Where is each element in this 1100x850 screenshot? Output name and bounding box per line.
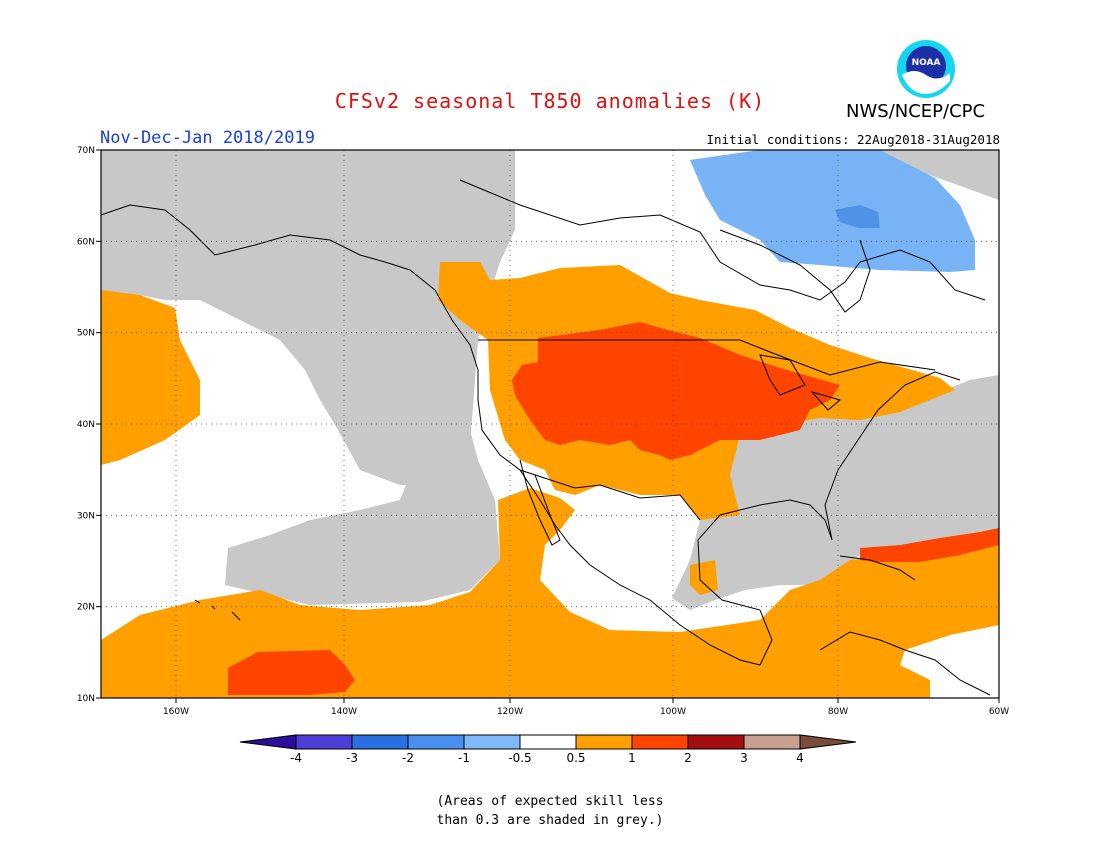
colorbar-swatch — [743, 734, 801, 750]
axis-labels: 70N 60N 50N 40N 30N 20N 10N 160W 140W 120W 100W 80W… — [77, 146, 1009, 717]
red-hawaii — [228, 650, 355, 695]
colorbar-tick-label: -3 — [346, 751, 358, 765]
lat-tick-label: 20N — [77, 603, 95, 613]
coast-alaska — [100, 204, 436, 291]
colorbar-tick-label: -0.5 — [508, 751, 531, 765]
map-frame — [100, 149, 1000, 699]
lat-tick-label: 70N — [77, 146, 95, 156]
colorbar-swatch — [575, 734, 633, 750]
coast-cuba — [839, 555, 916, 581]
anomaly-map: 70N 60N 50N 40N 30N 20N 10N 160W 140W 120W 100W 80W… — [77, 146, 1009, 717]
orange-west-pacific-north — [101, 290, 200, 465]
colorbar-swatch — [295, 734, 353, 750]
colorbar-arrow-left — [239, 734, 297, 750]
coast-west-north-america — [434, 289, 761, 666]
lon-tick-label: 100W — [660, 707, 686, 717]
coast-gulf-atlantic — [697, 371, 961, 666]
lat-tick-label: 50N — [77, 329, 95, 339]
border-us-canada — [478, 339, 936, 376]
lat-tick-label: 60N — [77, 237, 95, 247]
coastline-layer — [100, 179, 991, 696]
colorbar-swatch — [407, 734, 465, 750]
caption: (Areas of expected skill less than 0.3 a… — [0, 792, 1100, 830]
colorbar-tick-label: 4 — [796, 751, 804, 765]
caption-line-2: than 0.3 are shaded in grey.) — [436, 813, 664, 828]
lon-tick-label: 120W — [497, 707, 523, 717]
colorbar-swatch — [463, 734, 521, 750]
lon-tick-label: 60W — [989, 707, 1009, 717]
colorbar-tick-label: -4 — [290, 751, 302, 765]
colorbar-arrow-right — [799, 734, 857, 750]
lon-tick-label: 160W — [163, 707, 189, 717]
border-us-mexico — [519, 469, 701, 521]
colorbar: -4 -3 -2 -1 -0.5 0.5 1 2 3 4 — [239, 734, 857, 765]
red-central-us — [512, 322, 840, 460]
colorbar-swatch — [631, 734, 689, 750]
lat-tick-label: 10N — [77, 694, 95, 704]
colorbar-tick-label: 2 — [684, 751, 692, 765]
orange-gulf-patch — [690, 560, 718, 595]
hawaii-islands — [194, 599, 241, 621]
season-period-label: Nov-Dec-Jan 2018/2019 — [100, 128, 315, 148]
red-caribbean — [860, 528, 999, 562]
lat-tick-label: 30N — [77, 511, 95, 521]
colorbar-swatch — [519, 734, 577, 750]
colorbar-swatch — [351, 734, 409, 750]
noaa-logo: NOAA — [897, 40, 955, 98]
coast-arctic-canada — [459, 179, 986, 301]
initial-conditions-label: Initial conditions: 22Aug2018-31Aug2018 — [706, 132, 1001, 147]
coast-south-america — [819, 631, 991, 696]
colorbar-tick-label: 0.5 — [566, 751, 585, 765]
grey-arctic-east — [690, 150, 999, 200]
colorbar-tick-label: -2 — [402, 751, 414, 765]
blue-deep-patch — [835, 205, 880, 228]
map-fill-layer — [101, 150, 999, 698]
colorbar-tick-label: 3 — [740, 751, 748, 765]
colorbar-tick-label: 1 — [628, 751, 636, 765]
lat-tick-label: 40N — [77, 420, 95, 430]
noaa-logo-text: NOAA — [912, 58, 941, 68]
agency-label: NWS/NCEP/CPC — [846, 101, 986, 122]
chart-title: CFSv2 seasonal T850 anomalies (K) — [334, 89, 766, 113]
orange-tropical-pacific — [101, 488, 999, 698]
blue-hudson-bay — [690, 150, 975, 272]
lon-tick-label: 80W — [828, 707, 848, 717]
lon-tick-label: 140W — [331, 707, 357, 717]
great-lakes — [759, 354, 842, 411]
grey-east-pacific — [225, 320, 500, 605]
colorbar-swatch — [687, 734, 745, 750]
coast-baja — [519, 459, 561, 546]
hudson-bay-coast — [719, 229, 871, 313]
colorbar-tick-label: -1 — [458, 751, 470, 765]
caption-line-1: (Areas of expected skill less — [436, 794, 664, 809]
